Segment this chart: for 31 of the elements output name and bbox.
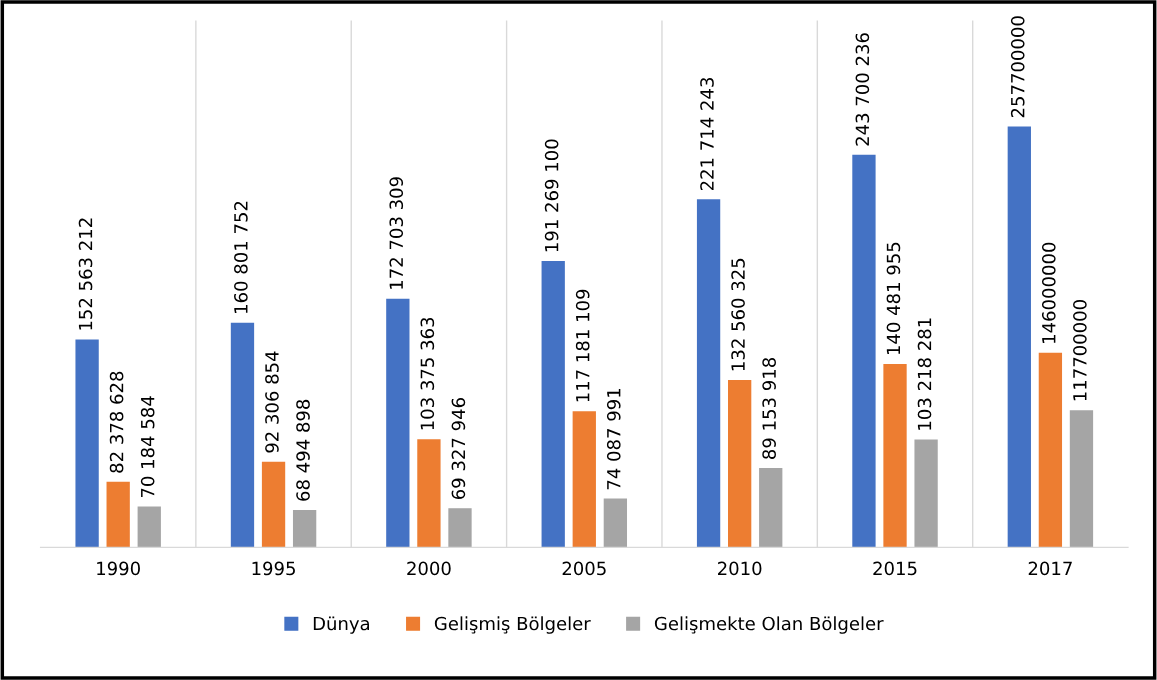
legend-label: Dünya [313, 616, 369, 634]
data-label: 82 378 628 [109, 371, 124, 473]
data-label: 152 563 212 [78, 218, 93, 330]
data-label: 103 218 281 [917, 318, 932, 430]
x-tick-label: 2010 [718, 561, 762, 576]
x-tick-label: 2015 [873, 561, 917, 576]
data-label: 69 327 946 [451, 398, 466, 500]
x-tick-label: 2017 [1028, 561, 1072, 576]
data-label: 257700000 [1010, 16, 1025, 118]
data-label: 140 481 955 [886, 242, 901, 355]
data-label: 172 703 309 [389, 177, 404, 289]
data-label: 70 184 584 [140, 396, 155, 498]
x-tick-label: 2005 [562, 561, 606, 576]
data-label: 68 494 898 [296, 399, 310, 501]
data-label: 117700000 [1073, 300, 1087, 401]
data-label: 74 087 991 [606, 388, 621, 490]
data-label: 160 801 752 [234, 201, 248, 313]
data-label: 103 375 363 [420, 317, 435, 430]
data-label: 89 153 918 [762, 357, 776, 459]
data-label: 146000000 [1041, 242, 1056, 343]
data-label: 191 269 100 [544, 139, 559, 252]
x-tick-label: 2000 [407, 561, 451, 576]
legend-label: Gelişmiş Bölgeler [434, 616, 591, 634]
data-label: 92 306 854 [265, 351, 279, 453]
data-label: 243 700 236 [855, 33, 870, 146]
data-label: 132 560 325 [731, 258, 745, 371]
data-label: 221 714 243 [700, 78, 714, 191]
data-label: 117 181 109 [575, 289, 590, 402]
x-tick-label: 1990 [97, 561, 140, 576]
x-tick-label: 1995 [252, 561, 295, 576]
legend-label: Gelişmekte Olan Bölgeler [654, 616, 884, 634]
